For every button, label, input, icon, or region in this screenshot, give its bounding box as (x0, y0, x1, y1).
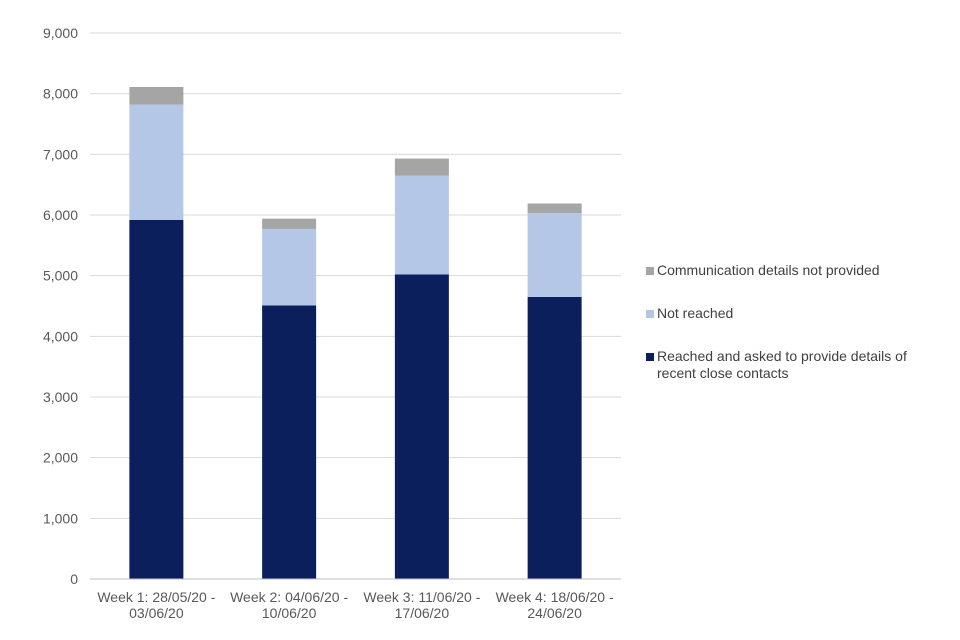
bar-segment (394, 158, 449, 176)
bar-segment (394, 175, 449, 275)
y-tick-label: 2,000 (43, 450, 78, 466)
bar-segment (262, 228, 317, 306)
legend-item-reached: Reached and asked to provide details of … (646, 348, 946, 382)
x-tick-label: Week 3: 11/06/20 - (363, 589, 480, 605)
bar-segment (129, 86, 184, 105)
x-tick-label: 10/06/20 (262, 605, 317, 621)
y-tick-label: 9,000 (43, 25, 78, 41)
legend-label: Communication details not provided (657, 262, 880, 278)
x-tick-label: 03/06/20 (129, 605, 184, 621)
legend: Communication details not provided Not r… (646, 262, 946, 408)
legend-label: Reached and asked to provide details of … (657, 348, 907, 382)
legend-label-line: Reached and asked to provide details of (657, 348, 907, 364)
bar-segment (527, 203, 582, 214)
bar-segment (262, 218, 317, 229)
x-tick-label: Week 1: 28/05/20 - (97, 589, 215, 605)
y-tick-label: 6,000 (43, 207, 78, 223)
bar-segment (129, 104, 184, 220)
x-tick-label: 17/06/20 (395, 605, 450, 621)
bar-segment (129, 219, 184, 579)
y-tick-label: 1,000 (43, 510, 78, 526)
legend-swatch (646, 310, 654, 318)
legend-item-communication-details: Communication details not provided (646, 262, 946, 279)
bars (129, 86, 582, 579)
legend-label: Not reached (657, 305, 734, 321)
legend-swatch (646, 353, 654, 361)
bar-segment (527, 296, 582, 579)
x-tick-label: Week 4: 18/06/20 - (496, 589, 614, 605)
x-tick-label: 24/06/20 (527, 605, 582, 621)
legend-swatch (646, 267, 654, 275)
y-tick-label: 0 (70, 571, 78, 587)
legend-item-not-reached: Not reached (646, 305, 946, 322)
x-tick-label: Week 2: 04/06/20 - (230, 589, 348, 605)
y-tick-label: 7,000 (43, 146, 78, 162)
bar-segment (262, 305, 317, 579)
y-tick-label: 5,000 (43, 268, 78, 284)
y-tick-label: 4,000 (43, 328, 78, 344)
legend-label-line: recent close contacts (657, 365, 789, 381)
bar-segment (394, 274, 449, 579)
y-tick-label: 8,000 (43, 86, 78, 102)
axes: 0 1,000 2,000 3,000 4,000 5,000 6,000 7,000 8,00… (43, 25, 621, 621)
y-tick-label: 3,000 (43, 389, 78, 405)
bar-segment (527, 213, 582, 297)
